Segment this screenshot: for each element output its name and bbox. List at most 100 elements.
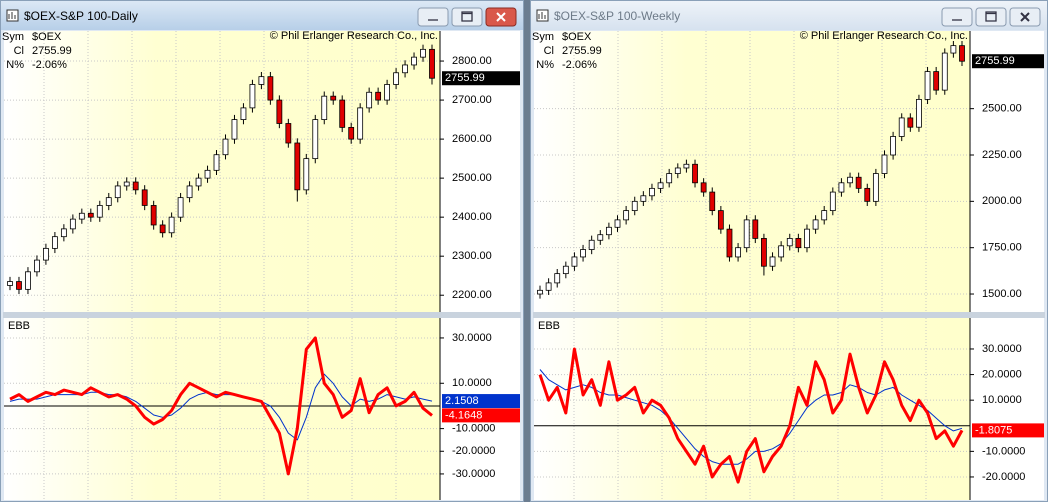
minimize-button[interactable] xyxy=(941,7,973,27)
maximize-button[interactable] xyxy=(451,7,483,27)
info-value: $OEX xyxy=(32,31,62,43)
ebb-line xyxy=(538,347,964,484)
candle-body xyxy=(666,173,673,184)
candle-body xyxy=(761,238,767,267)
candle-body xyxy=(812,219,819,230)
candle-body xyxy=(240,107,247,120)
candle-body xyxy=(717,210,724,230)
y-tick-label: -30.0000 xyxy=(452,468,495,480)
info-label: N% xyxy=(536,59,554,71)
candle-body xyxy=(69,218,76,230)
info-value: -2.06% xyxy=(562,59,597,71)
candle-body xyxy=(588,239,595,250)
maximize-glyph xyxy=(985,11,997,22)
panel-divider xyxy=(3,312,521,318)
candle-body xyxy=(821,210,828,221)
y-tick-label: 2600.00 xyxy=(452,133,492,145)
y-tick-label: 2400.00 xyxy=(452,211,492,223)
candle-body xyxy=(78,212,85,220)
candle-body xyxy=(429,48,435,79)
candle-body xyxy=(7,281,13,286)
candle-body xyxy=(141,189,148,206)
plot-background xyxy=(534,318,970,500)
candle-body xyxy=(34,259,40,273)
candle-body xyxy=(384,84,391,101)
candle-body xyxy=(43,247,49,261)
candle-body xyxy=(105,197,112,206)
last-price-box xyxy=(972,54,1044,69)
y-tick-label: 2300.00 xyxy=(452,250,492,262)
candle-body xyxy=(25,271,31,290)
candle-body xyxy=(402,64,408,74)
minimize-button[interactable] xyxy=(417,7,449,27)
y-tick-label: 10.0000 xyxy=(452,377,492,389)
candle-body xyxy=(941,52,948,91)
value-label: -1.8075 xyxy=(975,424,1012,436)
plot-background xyxy=(534,31,970,312)
maximize-button[interactable] xyxy=(975,7,1007,27)
chart-window: $OEX-S&P 100-Weekly 1500.00 1750.00 2000.00… xyxy=(530,0,1048,502)
candle-body xyxy=(890,136,897,156)
candle-body xyxy=(872,173,879,202)
candle-body xyxy=(267,76,274,101)
candle-body xyxy=(692,163,698,184)
candle-body xyxy=(132,181,139,191)
candle-body xyxy=(222,138,229,156)
last-price-label: 2755.99 xyxy=(975,55,1015,67)
y-tick-label: 1750.00 xyxy=(982,242,1022,254)
value-box xyxy=(972,423,1044,438)
candle-body xyxy=(420,48,426,58)
candle-body xyxy=(778,245,785,258)
candle-body xyxy=(657,182,664,189)
ebb-line xyxy=(9,336,433,476)
candle-body xyxy=(186,185,193,199)
candle-body xyxy=(357,107,364,140)
candle-body xyxy=(375,91,382,101)
panel-divider xyxy=(533,312,1045,318)
window-icon-glyph xyxy=(8,12,16,19)
y-tick-label: 10.0000 xyxy=(982,394,1022,406)
candle-body xyxy=(303,158,310,191)
candle-body xyxy=(726,228,733,258)
candle-body xyxy=(204,169,211,179)
candle-body xyxy=(537,289,543,295)
info-label: Sym xyxy=(2,31,24,43)
y-tick-label: 1500.00 xyxy=(982,288,1022,300)
candle-body xyxy=(258,76,265,85)
window-title: $OEX-S&P 100-Daily xyxy=(24,9,138,23)
value-label: -4.1648 xyxy=(445,409,482,421)
candle-body xyxy=(114,185,121,199)
candle-body xyxy=(786,238,793,247)
info-value: 2755.99 xyxy=(32,45,72,57)
candle-body xyxy=(829,191,836,212)
y-tick-label: 2500.00 xyxy=(982,103,1022,115)
candle-body xyxy=(623,210,630,221)
plot-background xyxy=(4,318,440,500)
candle-body xyxy=(735,247,741,258)
candle-body xyxy=(231,119,238,140)
candle-body xyxy=(898,117,905,137)
candle-body xyxy=(249,84,256,109)
last-price-box xyxy=(442,71,520,86)
candle-body xyxy=(769,256,776,267)
y-tick-label: 20.0000 xyxy=(982,368,1022,380)
y-tick-label: 2250.00 xyxy=(982,149,1022,161)
chart-window: $OEX-S&P 100-Daily 2200.00 2300.00 2400.00 2… xyxy=(0,0,524,502)
value-box xyxy=(442,408,520,423)
candle-body xyxy=(554,273,561,284)
y-tick-label: 2200.00 xyxy=(452,289,492,301)
candle-body xyxy=(321,95,328,120)
axis-background xyxy=(970,318,1044,500)
candle-body xyxy=(177,197,184,218)
y-tick-label: 2500.00 xyxy=(452,172,492,184)
y-tick-label: 30.0000 xyxy=(982,343,1022,355)
y-tick-label: -20.0000 xyxy=(452,445,495,457)
panel-title: EBB xyxy=(8,320,30,332)
candle-body xyxy=(348,126,355,140)
candle-body xyxy=(907,117,914,128)
copyright: © Phil Erlanger Research Co., Inc. xyxy=(800,30,968,42)
candle-body xyxy=(959,45,965,62)
window-icon-glyph xyxy=(538,12,546,19)
close-glyph xyxy=(1020,12,1030,22)
